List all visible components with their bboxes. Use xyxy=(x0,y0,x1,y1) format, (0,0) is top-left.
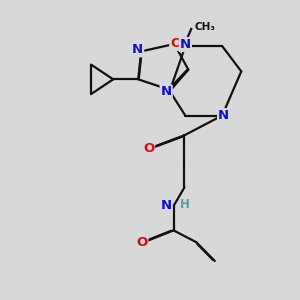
Text: O: O xyxy=(136,236,147,249)
Text: O: O xyxy=(170,37,182,50)
Text: N: N xyxy=(218,109,229,122)
Text: CH₃: CH₃ xyxy=(194,22,215,32)
Text: O: O xyxy=(143,142,154,155)
Text: H: H xyxy=(180,198,190,211)
Text: N: N xyxy=(160,85,172,98)
Text: N: N xyxy=(160,200,172,212)
Text: N: N xyxy=(180,38,191,51)
Text: N: N xyxy=(132,44,143,56)
